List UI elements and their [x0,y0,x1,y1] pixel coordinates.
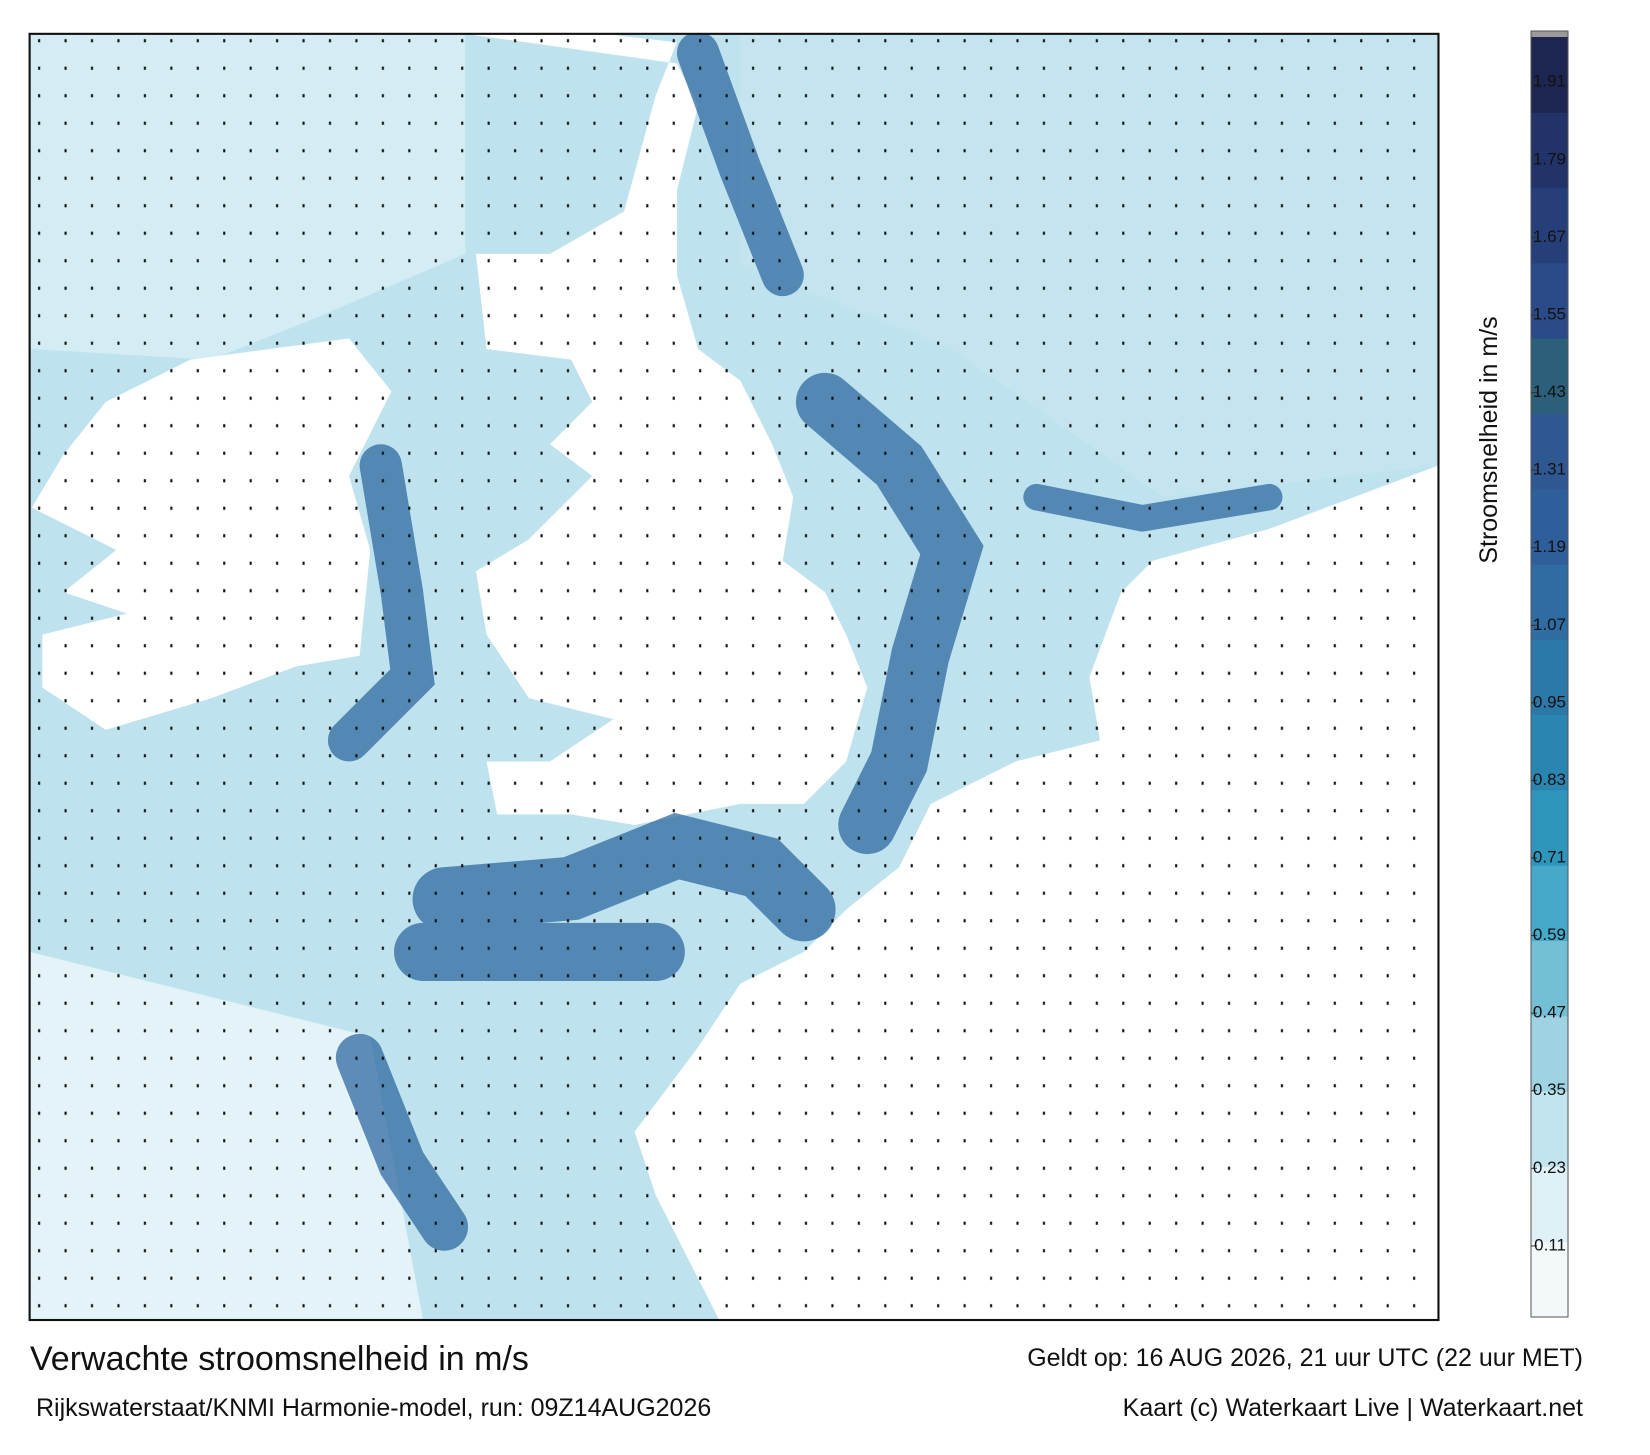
colorbar-band [1531,714,1568,791]
colorbar-tick-label: 1.07 [1533,615,1566,634]
colorbar-band [1531,1166,1568,1243]
colorbar-tick-label: 1.19 [1533,537,1566,556]
map-frame [28,32,1440,1322]
colorbar-tick-label: 1.43 [1533,382,1566,401]
colorbar-band [1531,940,1568,1017]
map [29,33,1439,1321]
colorbar-tick-label: 0.83 [1533,770,1566,789]
valid-time: Geldt op: 16 AUG 2026, 21 uur UTC (22 uu… [1027,1344,1583,1372]
colorbar-tick-label: 0.95 [1533,692,1566,711]
colorbar-tick-label: 0.71 [1533,847,1566,866]
colorbar-band [1531,639,1568,716]
model-run: Rijkswaterstaat/KNMI Harmonie-model, run… [36,1394,711,1422]
colorbar-band [1531,1015,1568,1092]
map-layer [28,32,1440,1322]
colorbar-tick-label: 0.23 [1533,1158,1566,1177]
colorbar-tick-label: 0.35 [1533,1080,1566,1099]
colorbar-cap [1531,31,1568,37]
colorbar-band [1531,789,1568,866]
colorbar-tick-label: 0.11 [1534,1235,1566,1254]
colorbar-band [1531,413,1568,490]
colorbar-band [1531,488,1568,565]
colorbar-band [1531,112,1568,189]
colorbar-band [1531,187,1568,264]
colorbar-band [1531,564,1568,640]
credit: Kaart (c) Waterkaart Live | Waterkaart.n… [1123,1394,1583,1422]
title: Verwachte stroomsnelheid in m/s [30,1340,529,1378]
colorbar-band [1531,865,1568,942]
colorbar-label: Stroomsnelheid in m/s [1475,316,1503,563]
colorbar-band [1531,262,1568,339]
colorbar-band [1531,37,1568,113]
colorbar-tick-label: 1.55 [1533,304,1566,323]
colorbar-tick-label: 0.59 [1533,925,1566,944]
colorbar-tick-label: 1.67 [1533,227,1566,246]
colorbar-band [1531,1091,1568,1167]
colorbar-tick-label: 1.91 [1533,72,1566,91]
colorbar: 0.11 0.23 0.35 0.47 0.59 0.71 0.83 0.95 1.07 1.19… [1530,30,1569,1318]
colorbar-tick-label: 1.79 [1533,149,1566,168]
colorbar-band [1531,1241,1568,1318]
colorbar-frame [1530,30,1569,1318]
colorbar-band [1531,338,1568,414]
colorbar-tick-label: 1.31 [1533,460,1566,479]
colorbar-tick-label: 0.47 [1533,1003,1566,1022]
